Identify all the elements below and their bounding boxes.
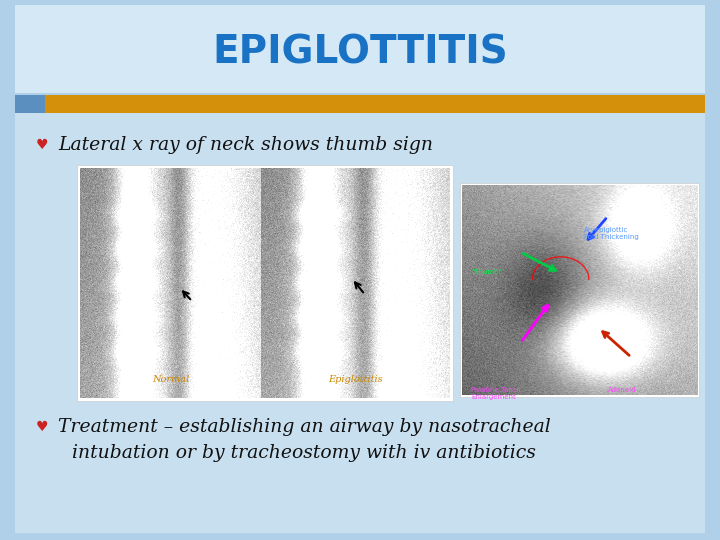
Text: Aryepiglottic
Fold Thickening: Aryepiglottic Fold Thickening bbox=[584, 227, 639, 240]
Text: "Thumb": "Thumb" bbox=[472, 269, 502, 275]
Text: intubation or by tracheostomy with iv antibiotics: intubation or by tracheostomy with iv an… bbox=[72, 444, 536, 462]
Text: Lateral x ray of neck shows thumb sign: Lateral x ray of neck shows thumb sign bbox=[58, 136, 433, 154]
Text: Epiglottitis: Epiglottitis bbox=[328, 375, 383, 384]
Bar bbox=[460, 183, 699, 397]
Text: EPIGLOTTITIS: EPIGLOTTITIS bbox=[212, 33, 508, 71]
Bar bbox=[15, 95, 45, 113]
Text: Normal: Normal bbox=[152, 375, 189, 384]
Text: ♥: ♥ bbox=[36, 420, 48, 434]
Bar bbox=[77, 165, 453, 401]
Bar bbox=[15, 113, 705, 533]
Text: Treatment – establishing an airway by nasotracheal: Treatment – establishing an airway by na… bbox=[58, 418, 551, 436]
Bar bbox=[15, 5, 705, 93]
Text: Adenoid: Adenoid bbox=[608, 387, 636, 393]
Bar bbox=[45, 95, 705, 113]
Text: Palatine Tonsil
Enlargement: Palatine Tonsil Enlargement bbox=[472, 387, 521, 400]
Text: ♥: ♥ bbox=[36, 138, 48, 152]
